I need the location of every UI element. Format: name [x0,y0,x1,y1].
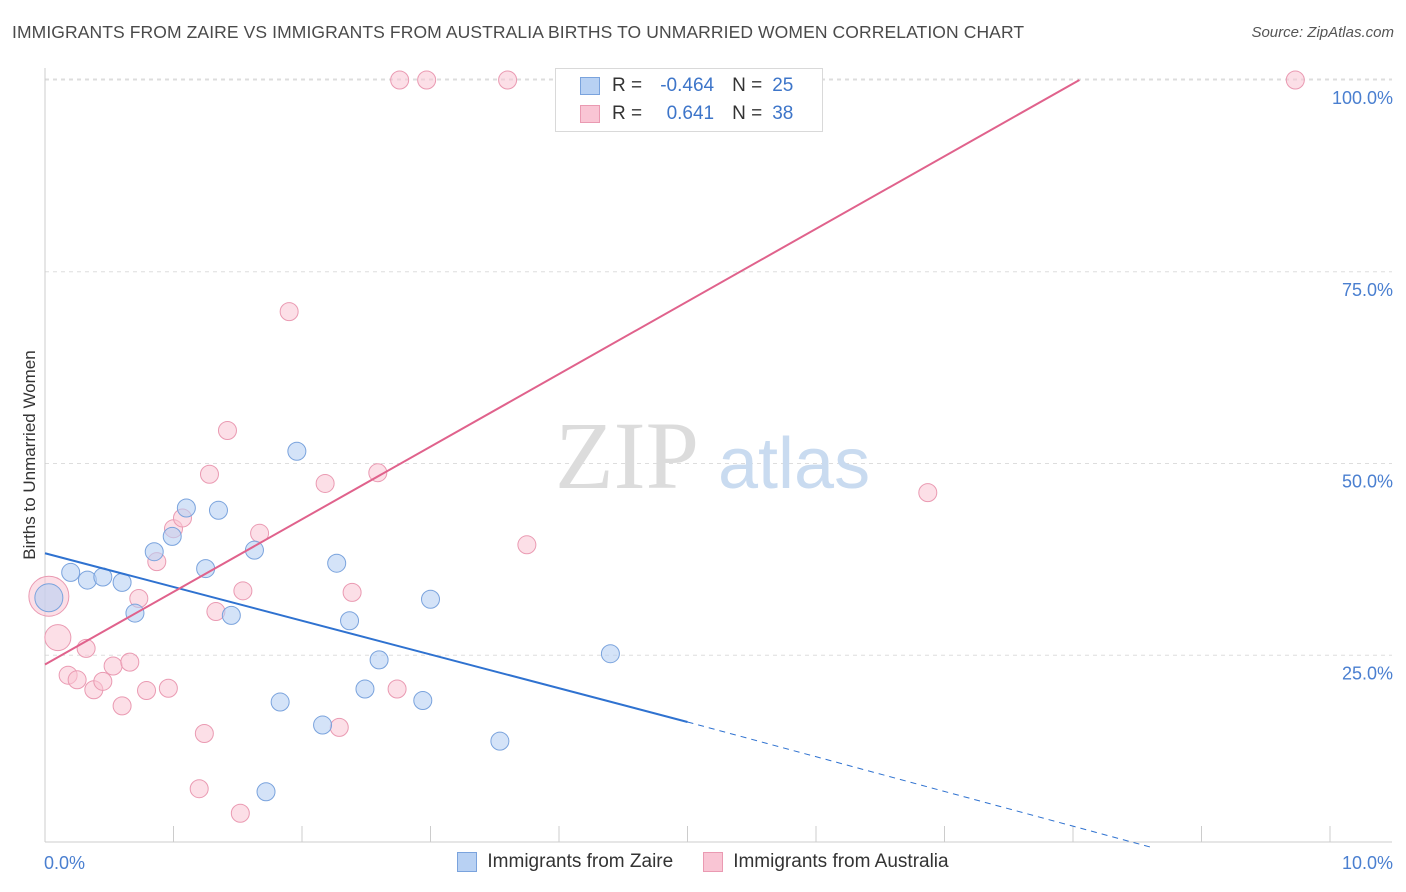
australia-point [158,678,178,698]
australia-point [67,670,87,690]
grid-lines [45,78,1392,656]
zaire-swatch [580,77,600,95]
zaire-point [196,559,216,579]
r-label: R = [612,103,643,124]
australia-point [1285,70,1305,90]
n-value: 25 [772,75,794,96]
zaire-trend-extension [687,721,1151,848]
watermark-atlas: atlas [718,424,870,504]
zaire-point [256,782,276,802]
zaire-point [176,498,196,518]
australia-point [112,696,132,716]
zaire-point [421,589,440,609]
zaire-legend-swatch [457,852,478,872]
zaire-point [490,731,510,751]
x-tick-labels: 0.0% 10.0% [44,853,1393,873]
trend-lines [44,79,1151,848]
zaire-point [313,715,333,735]
zaire-point [287,441,307,461]
zaire-point [162,526,182,546]
legend-row-zaire: R = -0.464 N = 25 [580,73,793,99]
zaire-point [208,500,228,520]
australia-point [390,70,410,90]
y-tick-labels: 25.0% 50.0% 75.0% 100.0% [1332,88,1393,683]
zaire-point [413,691,433,711]
zaire-point [34,583,64,613]
australia-swatch [580,105,600,123]
x-tick-label: 10.0% [1342,853,1393,873]
zaire-point [369,650,389,670]
australia-point [194,723,214,743]
australia-point [189,779,209,799]
australia-point [93,671,113,691]
n-label: N = [732,103,763,124]
zaire-point [600,644,620,664]
australia-point [137,681,157,701]
y-tick-label: 100.0% [1332,88,1393,108]
australia-point [498,70,518,90]
zaire-point [340,611,360,631]
x-tick-label: 0.0% [44,853,85,873]
stats-legend: R = -0.464 N = 25 R = 0.641 N = 38 [555,68,823,132]
y-tick-label: 50.0% [1342,472,1393,492]
australia-trend-line [44,79,1080,666]
zaire-point [61,562,81,582]
axes [44,68,1392,843]
australia-point [44,624,72,652]
y-tick-label: 75.0% [1342,280,1393,300]
legend-label-zaire: Immigrants from Zaire [487,851,674,872]
zaire-point [327,553,347,573]
zaire-point [77,570,97,590]
y-tick-label: 25.0% [1342,663,1393,683]
chart-title: IMMIGRANTS FROM ZAIRE VS IMMIGRANTS FROM… [12,22,1025,42]
australia-point [103,656,123,676]
australia-point [217,421,237,441]
series-legend: Immigrants from Zaire Immigrants from Au… [0,851,1406,873]
legend-label-australia: Immigrants from Australia [733,851,949,872]
watermark-zip: ZIP [555,402,699,509]
australia-point [368,463,388,483]
legend-row-australia: R = 0.641 N = 38 [580,101,793,127]
zaire-point [270,692,290,712]
australia-legend-swatch [703,852,724,872]
r-value: -0.464 [660,75,715,96]
zaire-trend-line [44,552,688,723]
australia-point [342,582,362,602]
australia-point [233,581,253,601]
australia-point [517,535,537,555]
australia-point [315,473,335,493]
source-label: Source: ZipAtlas.com [1251,24,1394,41]
zaire-point [355,679,375,699]
australia-point [279,302,299,322]
australia-point [120,652,140,672]
australia-point [199,464,219,484]
australia-point [387,679,407,699]
zaire-point [144,542,164,562]
zaire-points [34,441,620,802]
r-label: R = [612,75,643,96]
australia-point [417,70,437,90]
australia-point [230,803,250,823]
australia-point [329,717,349,737]
n-label: N = [732,75,763,96]
r-value: 0.641 [666,103,715,124]
legend-item-australia: Immigrants from Australia [703,851,949,873]
australia-point [918,483,938,503]
n-value: 38 [772,103,794,124]
zaire-point [221,605,241,625]
legend-item-zaire: Immigrants from Zaire [457,851,673,873]
